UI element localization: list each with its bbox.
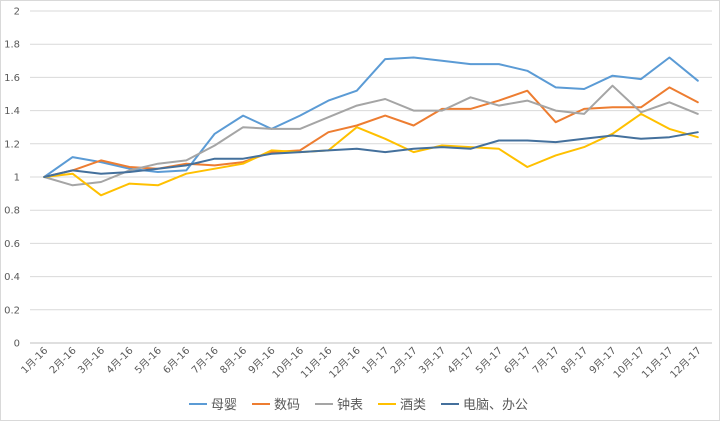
x-tick-label: 8月-16	[218, 345, 250, 377]
y-tick-label: 2	[14, 7, 20, 18]
y-tick-label: 0.6	[4, 239, 20, 250]
x-tick-label: 12月-17	[668, 345, 704, 381]
x-tick-label: 8月-17	[559, 345, 591, 377]
legend-label: 母婴	[211, 398, 237, 413]
x-tick-label: 2月-16	[47, 345, 79, 377]
legend-label: 数码	[274, 398, 300, 413]
series-line	[43, 131, 699, 178]
x-tick-label: 5月-17	[473, 345, 505, 377]
y-tick-label: 0.8	[4, 206, 20, 217]
x-tick-label: 7月-17	[530, 345, 562, 377]
y-tick-label: 1.8	[4, 40, 20, 51]
y-tick-label: 1	[14, 173, 20, 184]
x-tick-label: 6月-17	[502, 345, 534, 377]
x-tick-label: 5月-16	[132, 345, 164, 377]
legend-label: 电脑、办公	[463, 398, 528, 413]
y-tick-label: 0	[14, 339, 20, 350]
y-tick-label: 0.4	[4, 272, 20, 283]
x-tick-label: 4月-16	[104, 345, 136, 377]
x-tick-label: 3月-17	[417, 345, 449, 377]
y-tick-label: 1.4	[4, 106, 20, 117]
x-tick-label: 3月-16	[76, 345, 108, 377]
x-tick-label: 2月-17	[388, 345, 420, 377]
legend-label: 酒类	[400, 398, 426, 413]
y-tick-label: 0.2	[4, 305, 20, 316]
legend-label: 钟表	[337, 397, 363, 413]
x-tick-label: 6月-16	[161, 345, 193, 377]
y-tick-label: 1.6	[4, 73, 20, 84]
series-line	[43, 112, 699, 197]
x-tick-label: 1月-17	[360, 345, 392, 377]
x-tick-label: 12月-16	[327, 345, 363, 381]
x-tick-label: 1月-16	[19, 345, 51, 377]
y-tick-label: 1.2	[4, 139, 20, 150]
x-tick-label: 4月-17	[445, 345, 477, 377]
series-line	[43, 84, 699, 187]
series-line	[43, 56, 699, 178]
x-tick-label: 7月-16	[189, 345, 221, 377]
